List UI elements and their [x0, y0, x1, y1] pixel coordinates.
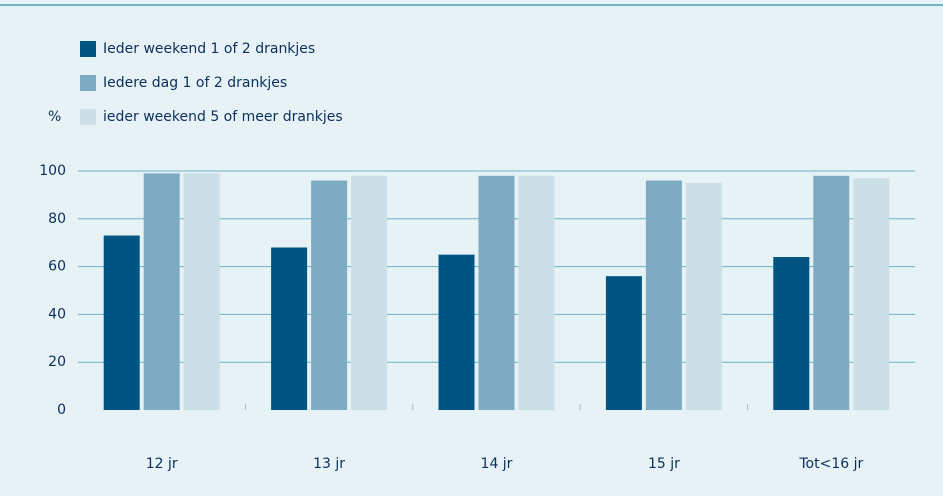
legend-label: Ieder weekend 1 of 2 drankjes	[103, 41, 315, 57]
y-tick-label: 0	[57, 402, 66, 418]
x-tick-label: 12 jr	[146, 456, 178, 472]
legend-label: Iedere dag 1 of 2 drankjes	[103, 75, 287, 91]
bar	[813, 175, 850, 410]
y-tick-label: 80	[48, 211, 66, 227]
legend-swatch	[80, 41, 96, 57]
y-tick-label: 100	[39, 163, 66, 179]
bar	[478, 175, 515, 410]
bar	[853, 178, 890, 410]
y-axis-label: %	[48, 109, 61, 125]
y-tick-label: 40	[48, 306, 66, 322]
bar	[143, 173, 180, 410]
y-tick-label: 20	[48, 354, 66, 370]
y-tick-label: 60	[48, 259, 66, 275]
x-tick-label: 14 jr	[481, 456, 513, 472]
x-tick-label: Tot<16 jr	[798, 456, 863, 472]
legend-label: ieder weekend 5 of meer drankjes	[103, 109, 343, 125]
bar	[183, 173, 220, 410]
bar	[311, 180, 348, 410]
x-tick-label: 15 jr	[648, 456, 680, 472]
legend-swatch	[80, 109, 96, 125]
bar	[271, 247, 308, 410]
bar	[103, 235, 140, 410]
bar	[518, 175, 555, 410]
x-tick-label: 13 jr	[313, 456, 345, 472]
bar	[645, 180, 682, 410]
legend-swatch	[80, 75, 96, 91]
bar	[351, 175, 388, 410]
bar	[773, 257, 810, 410]
bar	[685, 182, 722, 410]
bar	[438, 254, 475, 410]
bar	[605, 276, 642, 410]
